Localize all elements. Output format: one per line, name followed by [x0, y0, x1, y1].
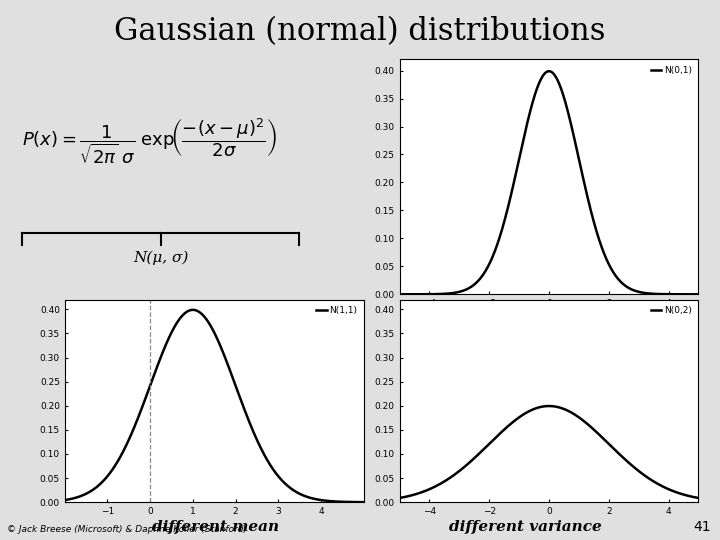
Text: different variance: different variance	[449, 519, 602, 534]
Text: $P(x) = \dfrac{1}{\sqrt{2\pi}\;\sigma}\;\mathrm{exp}\!\left(\dfrac{-(x-\mu)^2}{2: $P(x) = \dfrac{1}{\sqrt{2\pi}\;\sigma}\;…	[22, 116, 277, 166]
Text: Gaussian (normal) distributions: Gaussian (normal) distributions	[114, 16, 606, 47]
Legend: N(1,1): N(1,1)	[314, 304, 359, 317]
Legend: N(0,1): N(0,1)	[649, 64, 694, 77]
Legend: N(0,2): N(0,2)	[649, 304, 694, 317]
Text: N(μ, σ): N(μ, σ)	[133, 250, 189, 265]
Text: © Jack Breese (Microsoft) & Daphne Koller (Stanford): © Jack Breese (Microsoft) & Daphne Kolle…	[7, 524, 247, 534]
Text: 41: 41	[694, 519, 711, 534]
Text: different mean: different mean	[153, 519, 279, 534]
